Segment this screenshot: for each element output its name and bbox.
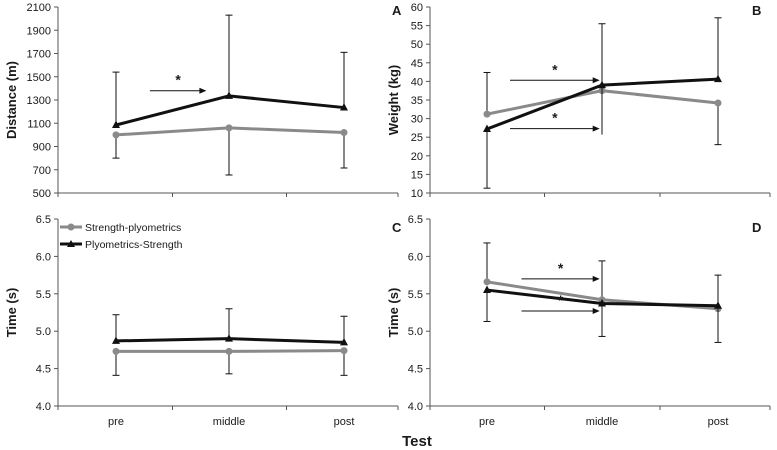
x-tick-label-post: post (334, 416, 355, 428)
data-point-plyometrics-strength (714, 74, 722, 83)
y-tick-label: 6.0 (408, 251, 423, 263)
y-tick-label: 6.5 (408, 214, 423, 226)
y-tick-label: 1300 (27, 95, 51, 107)
data-point-strength-plyometrics (112, 347, 120, 355)
data-point-plyometrics-strength (225, 334, 233, 342)
x-tick-label-pre: pre (479, 416, 495, 428)
y-tick-label: 45 (411, 58, 423, 70)
y-tick-label: 1900 (27, 25, 51, 37)
significance-arrowhead (199, 87, 207, 94)
data-point-strength-plyometrics (714, 99, 722, 107)
y-tick-label: 4.5 (36, 364, 51, 376)
legend-marker-circle (67, 223, 75, 231)
y-tick-label: 5.0 (36, 326, 51, 338)
panel-b: 10 15 20 25 30 35 40 45 50 55 60 Weight (kg) B * * (386, 2, 771, 200)
x-tick-label-pre: pre (108, 416, 124, 428)
data-point-plyometrics-strength (112, 120, 120, 128)
y-tick-label: 5.5 (408, 289, 423, 301)
data-point-plyometrics-strength (483, 285, 491, 294)
y-tick-label: 1100 (27, 118, 51, 130)
data-point-plyometrics-strength (598, 299, 606, 307)
panel-c: 4.0 4.5 5.0 5.5 6.0 6.5 pre middle post Time (s) C (4, 214, 402, 428)
y-tick-label: 4.0 (408, 401, 423, 413)
legend-label-plyometrics-strength: Plyometrics-Strength (85, 239, 183, 251)
data-point-strength-plyometrics (483, 110, 491, 118)
significance-arrowhead (592, 125, 600, 132)
significance-arrowhead (592, 275, 600, 282)
y-tick-label: 60 (411, 2, 423, 14)
panel-a: 500 700 900 1100 1300 1500 1700 1900 2100 Distanc… (4, 2, 402, 200)
x-axis-title: Test (402, 433, 432, 450)
y-tick-label: 900 (33, 142, 51, 154)
significance-star: * (558, 292, 564, 308)
y-tick-label: 40 (411, 76, 423, 88)
y-tick-label: 15 (411, 169, 423, 181)
y-tick-label: 35 (411, 95, 423, 107)
panel-letter-c: C (392, 220, 402, 235)
data-point-strength-plyometrics (225, 124, 233, 132)
data-point-strength-plyometrics (340, 129, 348, 137)
significance-star: * (175, 72, 181, 88)
y-tick-label: 30 (411, 114, 423, 126)
x-tick-label-post: post (708, 416, 729, 428)
y-tick-label: 25 (411, 132, 423, 144)
y-tick-label: 2100 (27, 2, 51, 14)
data-point-strength-plyometrics (112, 131, 120, 139)
data-point-strength-plyometrics (340, 347, 348, 355)
panel-letter-d: D (752, 220, 761, 235)
significance-star: * (552, 61, 558, 77)
y-tick-label: 700 (33, 165, 51, 177)
data-point-plyometrics-strength (112, 336, 120, 344)
y-tick-label: 6.0 (36, 251, 51, 263)
significance-arrowhead (592, 308, 600, 315)
legend-label-strength-plyometrics: Strength-plyometrics (85, 222, 181, 234)
x-tick-label-middle: middle (213, 416, 245, 428)
y-tick-label: 50 (411, 39, 423, 51)
significance-star: * (558, 260, 564, 276)
y-axis-title-d: Time (s) (386, 288, 401, 338)
y-tick-label: 20 (411, 151, 423, 163)
data-point-plyometrics-strength (714, 301, 722, 309)
y-tick-label: 55 (411, 21, 423, 33)
y-axis-title-c: Time (s) (4, 288, 19, 338)
data-point-plyometrics-strength (483, 124, 491, 133)
y-tick-label: 6.5 (36, 214, 51, 226)
data-point-strength-plyometrics (225, 347, 233, 355)
y-tick-label: 4.5 (408, 364, 423, 376)
y-tick-label: 5.5 (36, 289, 51, 301)
y-axis-title-a: Distance (m) (4, 61, 19, 139)
significance-arrowhead (592, 77, 600, 84)
series-line-plyometrics-strength (115, 94, 345, 127)
significance-star: * (552, 110, 558, 126)
y-tick-label: 5.0 (408, 326, 423, 338)
data-point-plyometrics-strength (225, 91, 233, 99)
x-tick-label-middle: middle (586, 416, 618, 428)
panel-letter-a: A (392, 3, 402, 18)
y-tick-label: 10 (411, 188, 423, 200)
data-point-plyometrics-strength (598, 80, 606, 89)
y-axis-title-b: Weight (kg) (386, 65, 401, 136)
panel-letter-b: B (752, 3, 761, 18)
data-point-strength-plyometrics (483, 278, 491, 286)
legend-marker-triangle (67, 240, 75, 247)
y-tick-label: 1500 (27, 72, 51, 84)
y-tick-label: 500 (33, 188, 51, 200)
legend: Strength-plyometrics Plyometrics-Strengt… (60, 222, 183, 251)
y-tick-label: 4.0 (36, 401, 51, 413)
panel-d: 4.0 4.5 5.0 5.5 6.0 6.5 pre middle post Time (s) D… (386, 214, 771, 428)
data-point-plyometrics-strength (340, 337, 348, 346)
y-tick-label: 1700 (27, 49, 51, 61)
data-point-plyometrics-strength (340, 103, 348, 111)
